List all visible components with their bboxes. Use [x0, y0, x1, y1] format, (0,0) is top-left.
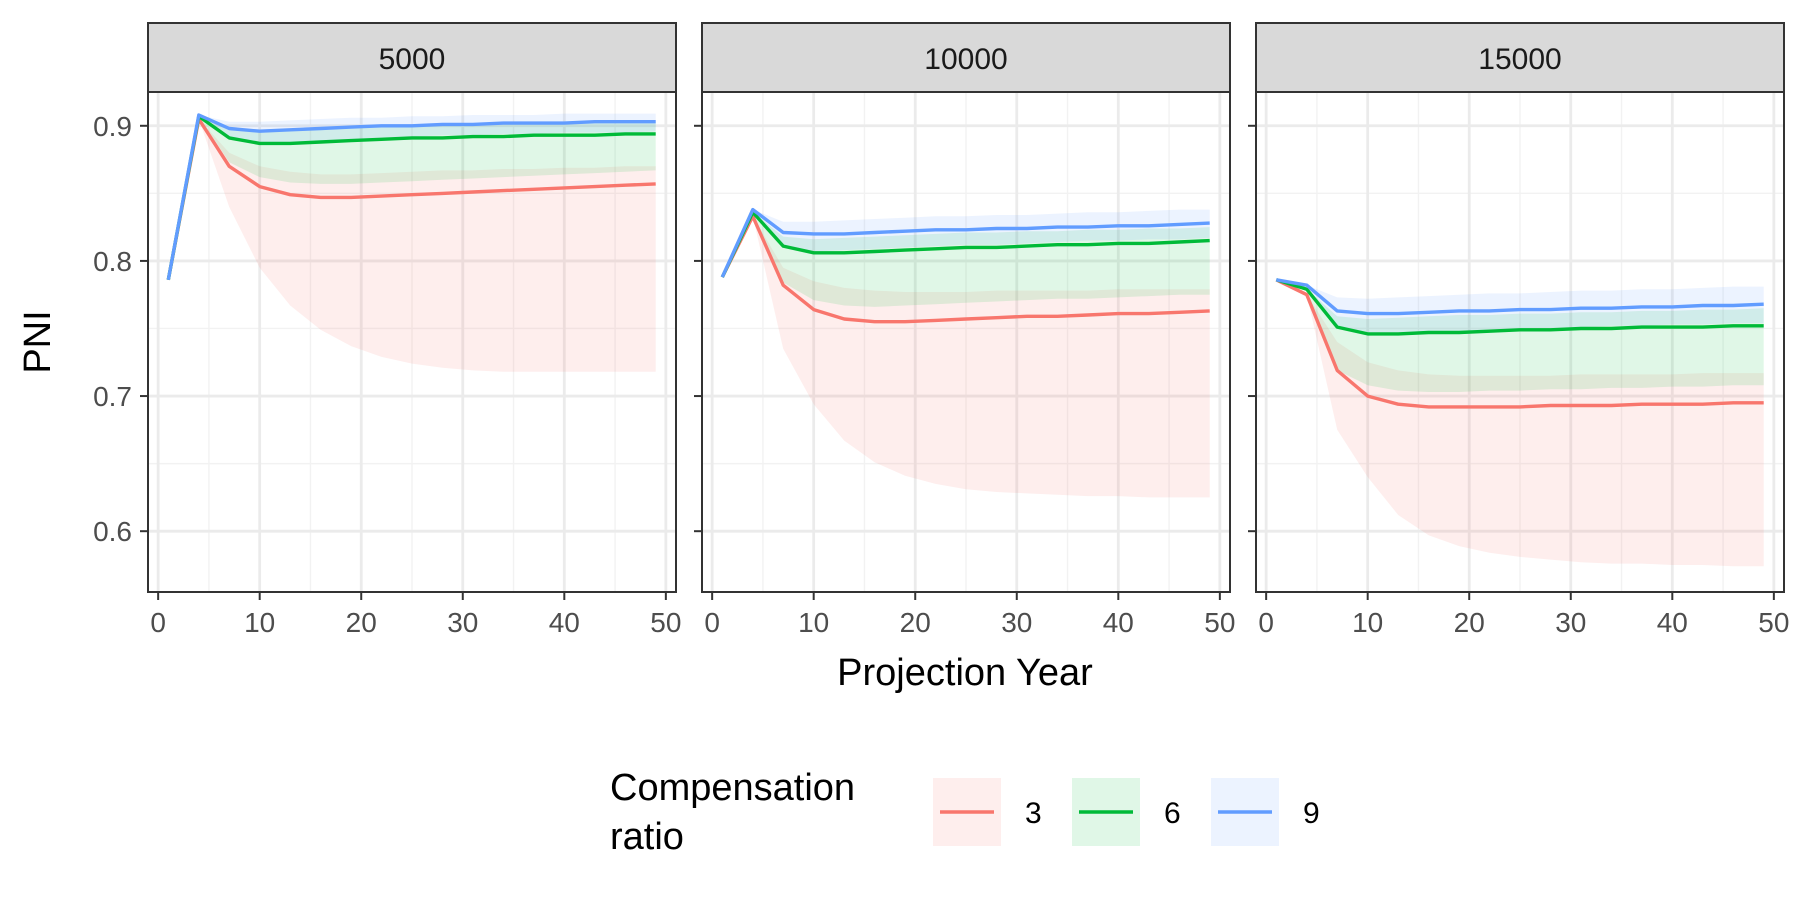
x-tick-label: 0: [150, 607, 166, 638]
facet-strip: [701, 22, 1231, 93]
x-tick-label: 0: [704, 607, 720, 638]
x-tick-label: 30: [1555, 607, 1586, 638]
line-series-3: [720, 214, 1210, 324]
y-tick-label: 0.9: [93, 111, 132, 142]
facet-panel: 10000 0 10 20 30 40 50: [694, 22, 1235, 638]
facet-panel: 5000 0 10 20 30 40 50 0.6 0.7 0.8 0.9: [93, 22, 681, 638]
legend-item-6: 6: [1072, 778, 1181, 846]
x-tick-label: 30: [1001, 607, 1032, 638]
panel-border: [1255, 91, 1785, 593]
line-series-3: [1275, 278, 1764, 409]
y-tick-label: 0.7: [93, 381, 132, 412]
facet-strip: [147, 22, 677, 93]
line-series-6: [166, 114, 656, 281]
ribbon-series-6: [722, 212, 1210, 307]
facet-strip-label: 15000: [1478, 43, 1561, 76]
y-tick-label: 0.8: [93, 246, 132, 277]
ribbon-series-9: [168, 113, 656, 280]
legend-label: 3: [1025, 797, 1042, 830]
x-tick-label: 20: [900, 607, 931, 638]
ribbon-series-6: [1276, 279, 1764, 392]
panel-border: [147, 91, 677, 593]
line-series-6: [1275, 278, 1764, 336]
x-tick-label: 20: [1454, 607, 1485, 638]
x-tick-label: 40: [1657, 607, 1688, 638]
facet-strip: [1255, 22, 1785, 93]
ribbon-series-3: [722, 216, 1210, 498]
line-series-6: [720, 210, 1210, 278]
legend-item-3: 3: [933, 778, 1042, 846]
x-tick-label: 10: [244, 607, 275, 638]
x-tick-label: 30: [447, 607, 478, 638]
ribbon-series-6: [168, 116, 656, 280]
legend-title-line-1: Compensation: [610, 767, 855, 809]
line-series-3: [166, 117, 656, 281]
facet-strip-label: 5000: [379, 43, 446, 76]
line-series-9: [1276, 278, 1764, 316]
x-tick-label: 20: [346, 607, 377, 638]
panel-border: [701, 91, 1231, 593]
legend-label: 6: [1164, 797, 1181, 830]
x-tick-label: 0: [1258, 607, 1274, 638]
x-axis-title: Projection Year: [837, 652, 1093, 694]
facet-strip-label: 10000: [924, 43, 1007, 76]
ribbon-series-3: [168, 119, 656, 372]
x-tick-label: 40: [549, 607, 580, 638]
legend-title-line-2: ratio: [610, 816, 684, 858]
legend-label: 9: [1303, 797, 1320, 830]
x-tick-label: 50: [1204, 607, 1235, 638]
y-tick-label: 0.6: [93, 516, 132, 547]
facet-panel: 15000 0 10 20 30 40 50: [1248, 22, 1789, 638]
line-series-9: [166, 113, 656, 281]
legend-item-9: 9: [1211, 778, 1320, 846]
x-tick-label: 50: [650, 607, 681, 638]
ribbon-series-9: [1276, 279, 1764, 334]
line-series-9: [720, 207, 1210, 278]
x-tick-label: 40: [1103, 607, 1134, 638]
x-tick-label: 10: [1352, 607, 1383, 638]
x-tick-label: 10: [798, 607, 829, 638]
ribbon-series-3: [1276, 279, 1764, 567]
x-tick-label: 50: [1758, 607, 1789, 638]
y-axis-title: PNI: [17, 310, 59, 373]
